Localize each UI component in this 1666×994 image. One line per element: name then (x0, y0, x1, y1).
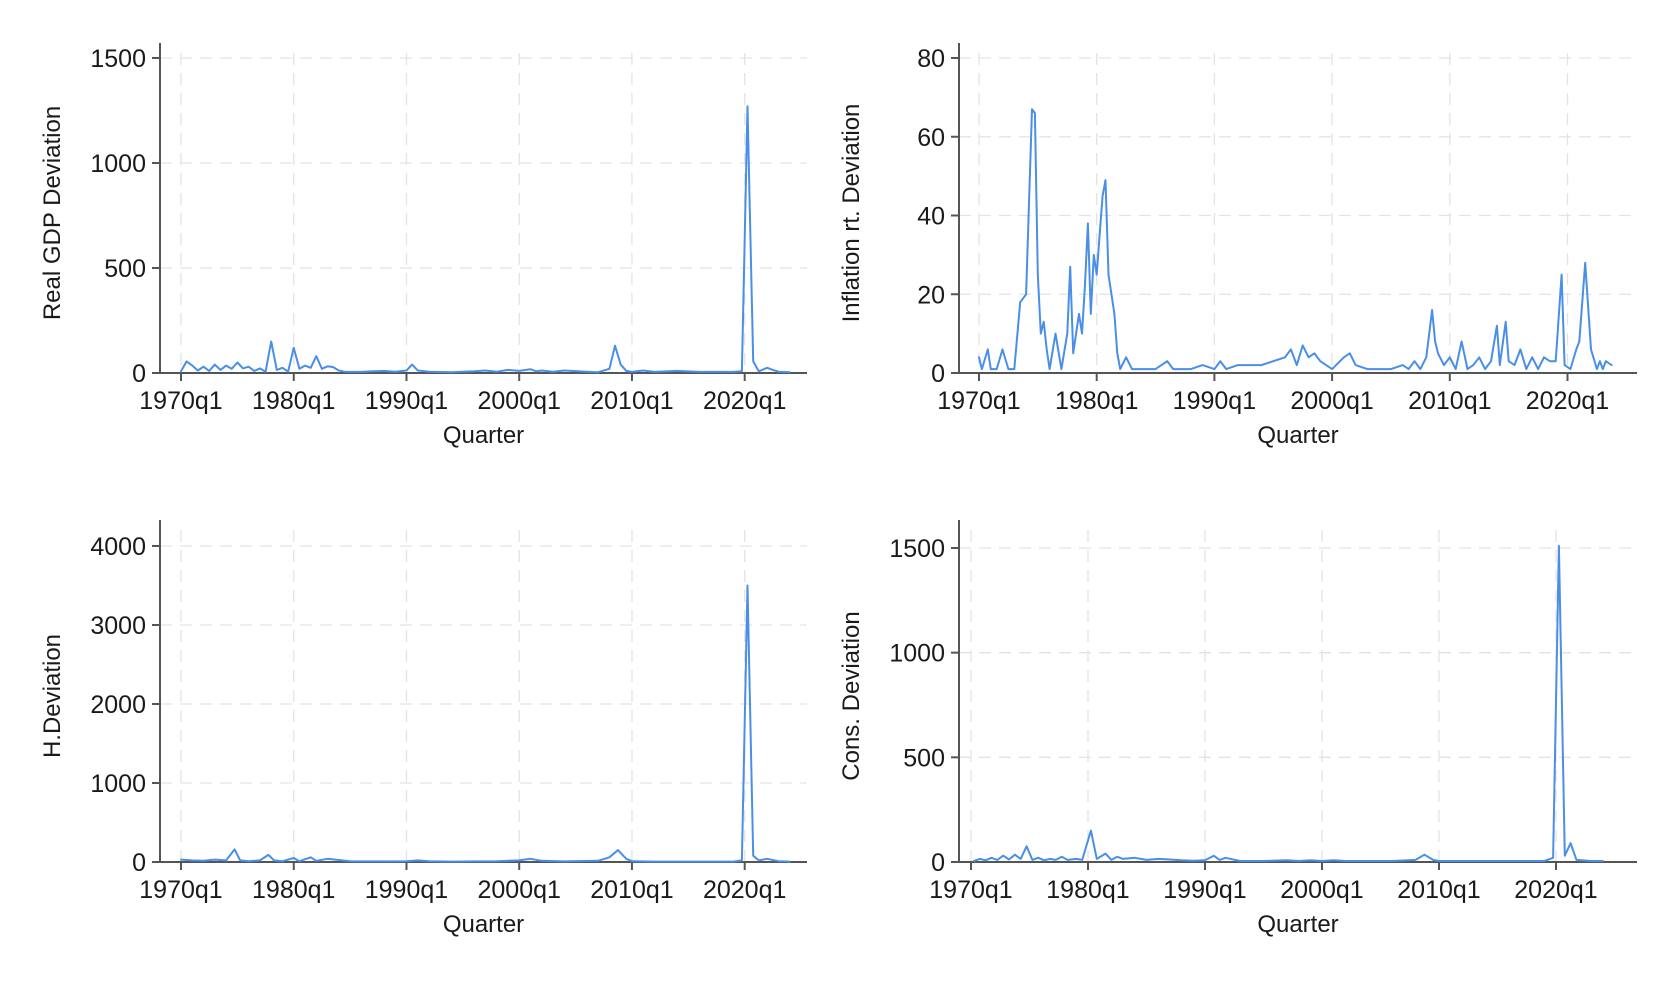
chart-panel-inflation: 0 20 40 60 80 1970q1 1980q1 1990q1 2000q1 2010q1 2… (838, 43, 1637, 449)
y-axis-title: H.Deviation (39, 634, 66, 758)
x-axis-title: Quarter (1257, 911, 1338, 938)
x-tick-label: 1970q1 (929, 876, 1012, 904)
x-tick-label: 2010q1 (590, 876, 673, 904)
x-tick-label: 2000q1 (478, 387, 561, 415)
chart-panel-real-gdp: 0 500 1000 1500 1970q1 1980q1 1990q1 2000q1 2010… (39, 43, 807, 449)
x-tick-label: 1980q1 (1046, 876, 1129, 904)
y-tick-label: 60 (917, 124, 945, 152)
y-axis-title: Inflation rt. Deviation (838, 104, 865, 323)
x-tick-label: 2020q1 (1514, 876, 1597, 904)
x-tick-label: 1970q1 (139, 876, 222, 904)
x-tick-label: 1990q1 (1173, 387, 1256, 415)
x-tick-label: 1970q1 (139, 387, 222, 415)
x-tick-label: 2000q1 (478, 876, 561, 904)
y-tick-label: 1500 (889, 535, 945, 563)
y-tick-label: 20 (917, 281, 945, 309)
x-tick-label: 2020q1 (703, 876, 786, 904)
y-tick-label: 4000 (90, 533, 146, 561)
y-tick-label: 0 (931, 360, 945, 388)
x-tick-label: 2000q1 (1280, 876, 1363, 904)
x-tick-label: 2010q1 (590, 387, 673, 415)
y-tick-label: 1500 (90, 45, 146, 73)
x-tick-label: 1990q1 (1163, 876, 1246, 904)
y-tick-label: 2000 (90, 691, 146, 719)
y-tick-label: 40 (917, 203, 945, 231)
y-tick-label: 1000 (889, 640, 945, 668)
x-tick-label: 1990q1 (365, 876, 448, 904)
x-tick-label: 2010q1 (1397, 876, 1480, 904)
x-tick-label: 1980q1 (1055, 387, 1138, 415)
y-tick-label: 0 (132, 360, 146, 388)
y-axis-title: Real GDP Deviation (39, 106, 66, 320)
x-tick-label: 2020q1 (703, 387, 786, 415)
y-tick-label: 500 (903, 744, 945, 772)
x-tick-label: 1970q1 (937, 387, 1020, 415)
x-tick-label: 1980q1 (252, 387, 335, 415)
x-tick-label: 1990q1 (365, 387, 448, 415)
x-axis-title: Quarter (443, 911, 524, 938)
series-line (180, 584, 791, 863)
x-axis-title: Quarter (443, 422, 524, 449)
y-tick-label: 3000 (90, 612, 146, 640)
x-axis-title: Quarter (1257, 422, 1338, 449)
y-tick-label: 1000 (90, 770, 146, 798)
y-tick-label: 80 (917, 45, 945, 73)
y-tick-label: 0 (931, 849, 945, 877)
x-tick-label: 2020q1 (1526, 387, 1609, 415)
x-tick-label: 2010q1 (1408, 387, 1491, 415)
x-tick-label: 1980q1 (252, 876, 335, 904)
y-axis-title: Cons. Deviation (838, 611, 865, 780)
series-line (972, 544, 1604, 862)
x-tick-label: 2000q1 (1290, 387, 1373, 415)
y-tick-label: 0 (132, 849, 146, 877)
y-tick-label: 1000 (90, 150, 146, 178)
series-line (180, 105, 791, 374)
chart-panel-consumption: 0 500 1000 1500 1970q1 1980q1 1990q1 2000q1 2010… (838, 520, 1637, 938)
series-line (978, 108, 1613, 371)
y-tick-label: 500 (104, 255, 146, 283)
chart-panel-hours: 0 1000 2000 3000 4000 1970q1 1980q1 1990q1 2000q… (39, 520, 807, 938)
